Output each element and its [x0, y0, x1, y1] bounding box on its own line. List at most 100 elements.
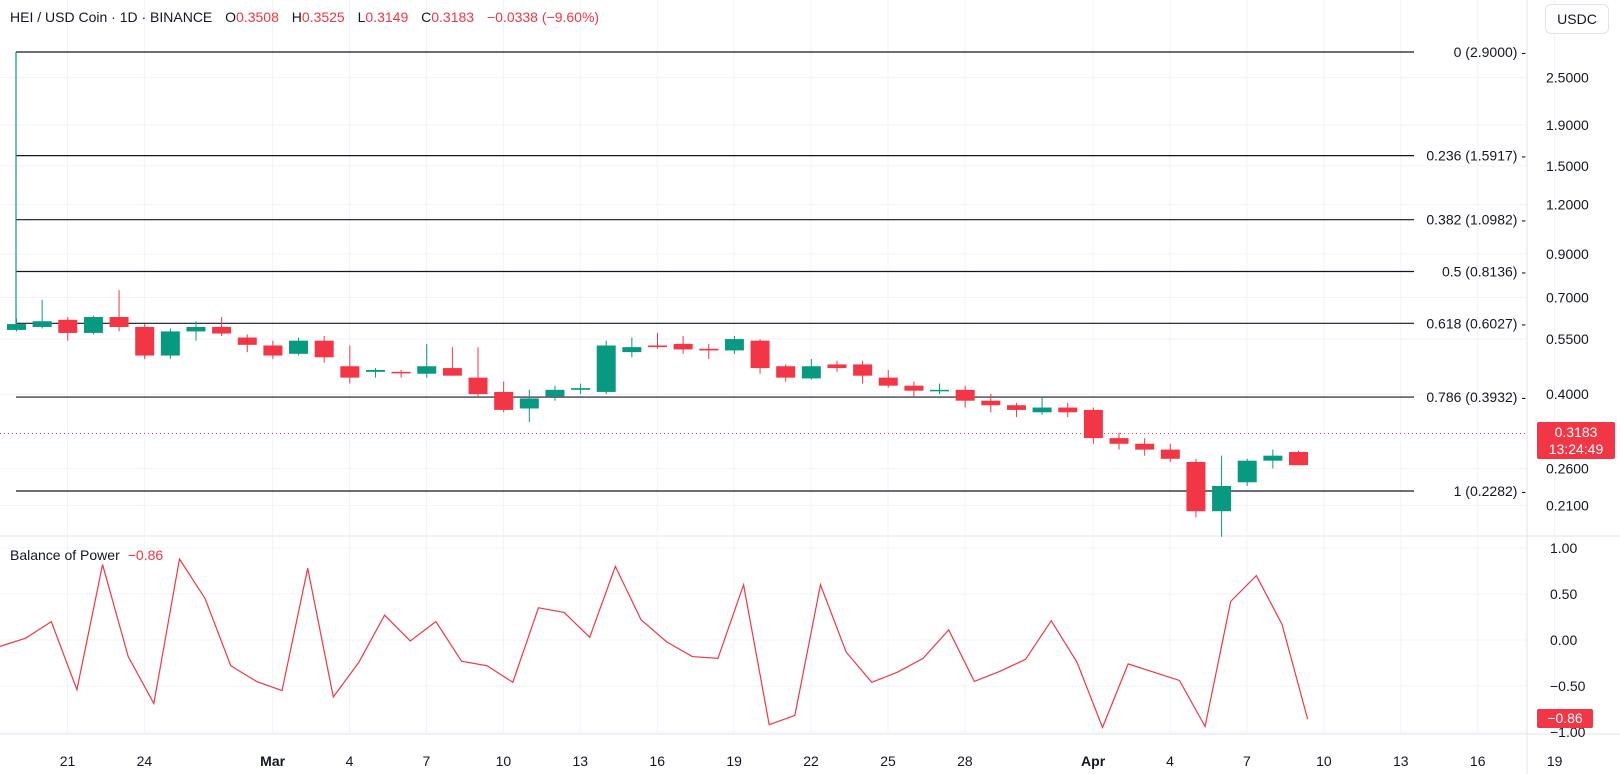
change-value: −0.0338 (−9.60%) — [486, 9, 600, 25]
candle-body — [237, 337, 257, 345]
candle-body — [160, 331, 180, 356]
candle-body — [571, 388, 591, 390]
candle-body — [699, 348, 719, 351]
open-label: O — [225, 9, 237, 25]
candle-body — [391, 371, 411, 374]
candle-body — [58, 319, 78, 333]
candle-body — [340, 366, 360, 378]
candle-body — [314, 340, 334, 358]
low-value: 0.3149 — [365, 9, 409, 25]
candle-body — [1083, 409, 1103, 439]
y-tick-label: 1.9000 — [1546, 117, 1589, 133]
candle-body — [981, 400, 1001, 406]
candle-body — [263, 345, 283, 356]
x-tick-label: 13 — [1393, 753, 1409, 769]
x-tick-label: 10 — [1316, 753, 1332, 769]
candle-body — [417, 366, 437, 374]
fib-level-label: 0.618 (0.6027) - — [1426, 315, 1526, 331]
currency-button[interactable]: USDC — [1545, 4, 1609, 34]
fib-level-label: 1 (0.2282) - — [1454, 483, 1527, 499]
x-tick-label: 28 — [957, 753, 973, 769]
bar-countdown: 13:24:49 — [1548, 441, 1604, 457]
candle-body — [442, 368, 462, 376]
balance-of-power-legend[interactable]: Balance of Power −0.86 — [10, 547, 163, 563]
y-tick-label: 1.5000 — [1546, 158, 1589, 174]
x-tick-label: 10 — [496, 753, 512, 769]
fib-level-label: 0.382 (1.0982) - — [1426, 212, 1526, 228]
candle-body — [648, 345, 667, 348]
candle-body — [1237, 460, 1257, 483]
candle-body — [186, 326, 206, 332]
candlesticks — [0, 52, 1527, 537]
bop-series-line — [0, 557, 1309, 730]
candle-body — [801, 366, 821, 379]
bop-tick-label: 0.50 — [1550, 586, 1577, 602]
fib-level-label: 0 (2.9000) - — [1454, 44, 1527, 60]
candle-body — [955, 389, 975, 401]
candle-body — [7, 324, 26, 330]
x-tick-label: 4 — [1166, 753, 1174, 769]
axes: 21 24 Mar 4 7 10 13 16 19 22 25 28 Apr 4 7 10 13 16 19 2.50… — [60, 70, 1589, 769]
x-tick-label: Apr — [1081, 753, 1106, 769]
candle-body — [930, 389, 950, 392]
candle-body — [212, 326, 232, 334]
indicator-title: Balance of Power — [10, 547, 120, 563]
candle-body — [1160, 449, 1180, 459]
x-tick-label: 25 — [880, 753, 896, 769]
candle-body — [83, 317, 103, 333]
candle-body — [494, 391, 514, 410]
close-value: 0.3183 — [431, 9, 475, 25]
bop-tick-label: −1.00 — [1550, 724, 1586, 740]
x-tick-label: 7 — [1243, 753, 1251, 769]
symbol-title[interactable]: HEI / USD Coin · 1D · BINANCE — [10, 9, 213, 25]
candle-body — [289, 340, 309, 354]
x-tick-label: 21 — [60, 753, 76, 769]
candle-body — [622, 347, 642, 353]
y-tick-label: 0.2600 — [1546, 460, 1589, 476]
balance-of-power-line — [0, 557, 1309, 730]
candle-body — [1109, 438, 1129, 444]
symbol-legend: HEI / USD Coin · 1D · BINANCE O0.3508 H0… — [10, 9, 599, 25]
y-tick-label: 0.7000 — [1546, 289, 1589, 305]
candle-body — [724, 339, 744, 351]
candle-body — [1006, 405, 1026, 410]
candle-body — [109, 317, 129, 327]
fib-level-label: 0.5 (0.8136) - — [1442, 263, 1526, 279]
fib-level-label: 0.236 (1.5917) - — [1426, 148, 1526, 164]
y-tick-label: 0.2100 — [1546, 497, 1589, 513]
candle-body — [135, 326, 155, 356]
candle-body — [1135, 443, 1155, 450]
fib-level-label: 0.786 (0.3932) - — [1426, 389, 1526, 405]
candle-body — [1289, 452, 1308, 466]
x-tick-label: 19 — [1547, 753, 1563, 769]
last-price-tag: 0.3183 13:24:49 — [1537, 422, 1615, 459]
candle-body — [853, 364, 873, 376]
low-label: L — [357, 9, 366, 25]
candle-body — [750, 340, 770, 369]
high-value: 0.3525 — [301, 9, 345, 25]
bop-tick-label: −0.50 — [1550, 678, 1586, 694]
candle-body — [596, 345, 616, 392]
candle-body — [1186, 461, 1206, 512]
x-tick-label: 19 — [726, 753, 742, 769]
bop-tick-label: 1.00 — [1550, 540, 1577, 556]
fibonacci-retracement[interactable]: 0 (2.9000) - 0.236 (1.5917) - 0.382 (1.098… — [16, 44, 1526, 499]
candle-body — [673, 343, 693, 350]
candle-body — [1032, 407, 1052, 413]
x-tick-label: 24 — [137, 753, 153, 769]
candle-body — [904, 385, 924, 391]
candle-body — [776, 366, 796, 378]
x-tick-label: 4 — [346, 753, 354, 769]
x-tick-label: 7 — [423, 753, 431, 769]
bop-tick-label: 0.00 — [1550, 632, 1577, 648]
x-tick-label: 22 — [803, 753, 819, 769]
candle-body — [1058, 407, 1078, 413]
candle-body — [468, 377, 488, 395]
y-tick-label: 0.4000 — [1546, 386, 1589, 402]
open-value: 0.3508 — [236, 9, 279, 25]
y-tick-label: 0.9000 — [1546, 246, 1589, 262]
close-label: C — [421, 9, 432, 25]
y-tick-label: 1.2000 — [1546, 196, 1589, 212]
